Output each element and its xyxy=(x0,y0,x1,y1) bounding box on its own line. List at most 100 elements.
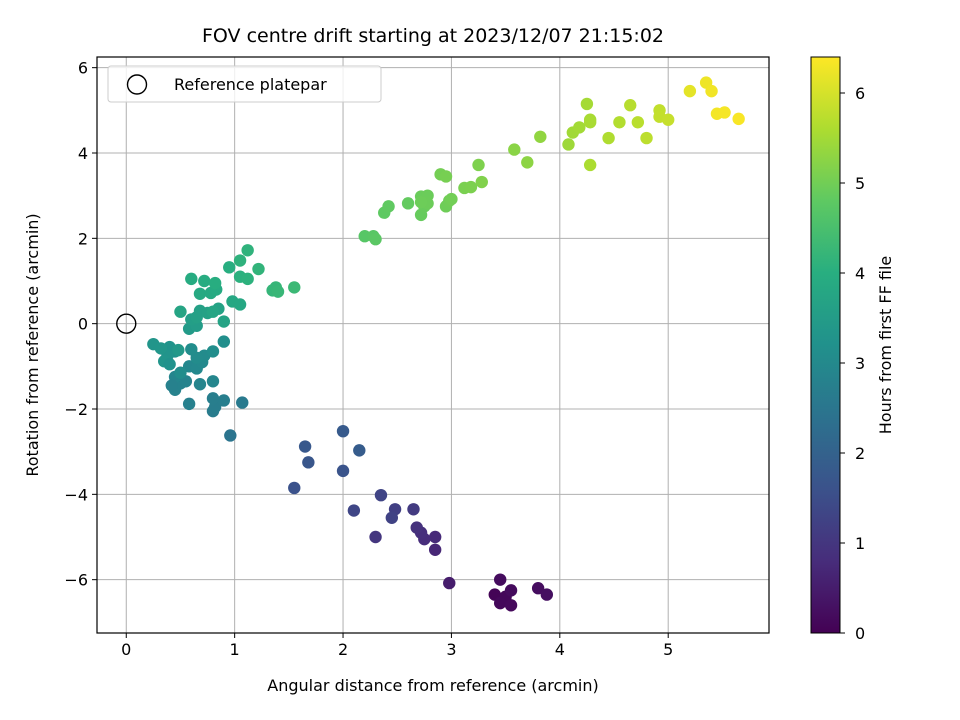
data-point xyxy=(236,396,249,409)
x-tick-label: 5 xyxy=(663,640,673,659)
grid-lines xyxy=(97,57,769,633)
data-point xyxy=(224,429,237,442)
colorbar-tick-label: 2 xyxy=(855,444,865,463)
data-point xyxy=(374,488,388,502)
data-point xyxy=(494,573,507,586)
x-tick-label: 3 xyxy=(446,640,456,659)
data-point xyxy=(401,197,415,210)
data-point xyxy=(439,170,453,183)
data-point xyxy=(613,116,626,129)
y-axis-label: Rotation from reference (arcmin) xyxy=(23,213,42,476)
data-point xyxy=(521,156,534,169)
x-axis-ticks: 0 1 2 3 4 5 xyxy=(121,633,673,659)
data-point xyxy=(252,262,265,276)
y-tick-label: 6 xyxy=(78,59,88,78)
legend-box xyxy=(107,65,382,103)
colorbar-tick-label: 3 xyxy=(855,354,865,373)
data-point xyxy=(540,588,554,601)
data-point xyxy=(233,254,247,267)
data-point xyxy=(206,345,220,358)
data-point xyxy=(217,315,231,328)
data-point xyxy=(241,244,254,257)
data-point xyxy=(385,511,399,524)
chart-title: FOV centre drift starting at 2023/12/07 … xyxy=(202,25,664,47)
data-point xyxy=(504,599,518,612)
plot-frame xyxy=(96,56,770,634)
y-tick-label: 0 xyxy=(78,315,88,334)
data-point xyxy=(302,456,315,469)
data-point xyxy=(472,158,485,172)
colorbar-gradient xyxy=(810,56,841,634)
data-point xyxy=(241,272,254,286)
colorbar-tick-label: 5 xyxy=(855,174,865,193)
data-point xyxy=(174,366,187,379)
x-axis-label: Angular distance from reference (arcmin) xyxy=(267,676,598,695)
data-point xyxy=(163,358,176,371)
data-point xyxy=(705,84,718,98)
data-point xyxy=(624,99,637,112)
data-point xyxy=(640,131,653,145)
data-point xyxy=(531,582,545,595)
data-point xyxy=(428,543,442,556)
y-tick-label: 2 xyxy=(78,229,88,248)
data-point xyxy=(217,394,231,407)
data-point xyxy=(288,481,301,495)
data-point xyxy=(358,230,371,243)
data-point xyxy=(494,596,507,610)
data-point xyxy=(336,464,350,478)
y-tick-label: −4 xyxy=(64,485,88,504)
data-point xyxy=(233,298,247,311)
data-point xyxy=(732,112,745,126)
data-point xyxy=(718,106,731,119)
colorbar-ticks: 0 1 2 3 4 5 6 xyxy=(840,84,865,643)
data-point xyxy=(206,375,220,388)
data-point xyxy=(206,392,220,405)
data-point xyxy=(583,116,597,129)
data-point xyxy=(185,272,198,286)
data-point xyxy=(573,121,586,134)
data-point xyxy=(336,424,350,438)
data-point xyxy=(445,192,458,206)
data-point xyxy=(353,444,366,457)
data-point xyxy=(208,276,222,290)
data-point xyxy=(185,343,198,356)
data-point xyxy=(583,158,597,172)
x-tick-label: 4 xyxy=(555,640,565,659)
x-tick-label: 1 xyxy=(230,640,240,659)
data-point xyxy=(464,180,478,194)
data-point xyxy=(206,305,220,318)
colorbar-tick-label: 4 xyxy=(855,264,865,283)
y-tick-label: −6 xyxy=(64,571,88,590)
data-point xyxy=(217,335,231,348)
data-point xyxy=(369,530,382,544)
data-point xyxy=(154,342,168,355)
data-point xyxy=(172,343,185,357)
data-point xyxy=(475,175,488,189)
x-tick-label: 0 xyxy=(121,640,131,659)
data-point xyxy=(223,261,236,274)
data-point xyxy=(428,530,442,544)
colorbar-label: Hours from first FF file xyxy=(876,256,895,435)
data-point xyxy=(193,378,207,391)
data-point xyxy=(414,195,428,209)
colorbar-tick-label: 0 xyxy=(855,624,865,643)
data-point xyxy=(562,138,575,151)
colorbar-tick-label: 6 xyxy=(855,84,865,103)
data-point xyxy=(298,440,312,453)
x-tick-label: 2 xyxy=(338,640,348,659)
data-point xyxy=(193,287,207,300)
colorbar: 0 1 2 3 4 5 6 Hours from first FF file xyxy=(810,56,895,643)
y-tick-label: −2 xyxy=(64,400,88,419)
data-point xyxy=(508,143,521,156)
colorbar-tick-label: 1 xyxy=(855,534,865,553)
data-point xyxy=(683,84,697,98)
data-point xyxy=(198,274,211,288)
data-points xyxy=(116,76,745,612)
data-point xyxy=(271,285,285,298)
data-point xyxy=(182,397,196,411)
data-point xyxy=(580,97,594,111)
data-point xyxy=(662,113,675,126)
data-point xyxy=(165,379,178,392)
data-point xyxy=(534,130,547,143)
